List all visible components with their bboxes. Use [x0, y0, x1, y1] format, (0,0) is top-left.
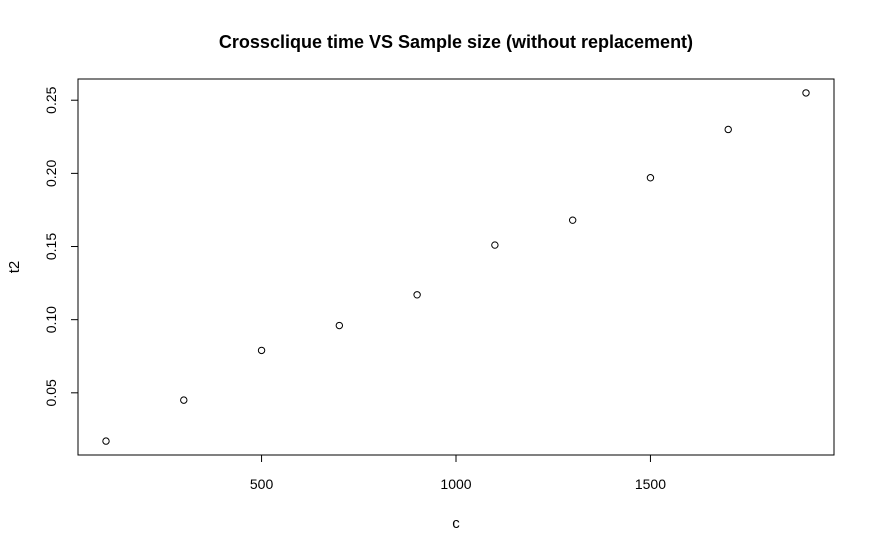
x-tick-label: 1500: [635, 476, 666, 492]
data-point: [257, 346, 266, 355]
y-tick-label: 0.10: [43, 306, 59, 333]
y-tick-label: 0.20: [43, 160, 59, 187]
y-tick-label: 0.05: [43, 379, 59, 406]
x-axis: 500 1000 1500: [250, 454, 666, 492]
x-tick-label: 1000: [440, 476, 471, 492]
data-point: [646, 174, 655, 182]
data-points: [102, 89, 810, 445]
data-point: [102, 437, 110, 445]
y-axis-title: t2: [6, 261, 23, 274]
y-axis: 0.05 0.10 0.15 0.20 0.25: [43, 86, 79, 406]
data-point: [335, 321, 344, 330]
x-tick-label: 500: [250, 476, 274, 492]
y-tick-label: 0.25: [43, 86, 59, 113]
x-axis-title: c: [452, 515, 460, 532]
data-point: [724, 125, 732, 134]
data-point: [491, 241, 499, 249]
plot-frame: [77, 78, 835, 456]
y-tick-label: 0.15: [43, 233, 59, 260]
data-point: [802, 89, 810, 97]
data-point: [568, 216, 577, 224]
data-point: [413, 291, 421, 299]
data-point: [180, 396, 188, 404]
chart-title: Crossclique time VS Sample size (without…: [219, 32, 693, 52]
